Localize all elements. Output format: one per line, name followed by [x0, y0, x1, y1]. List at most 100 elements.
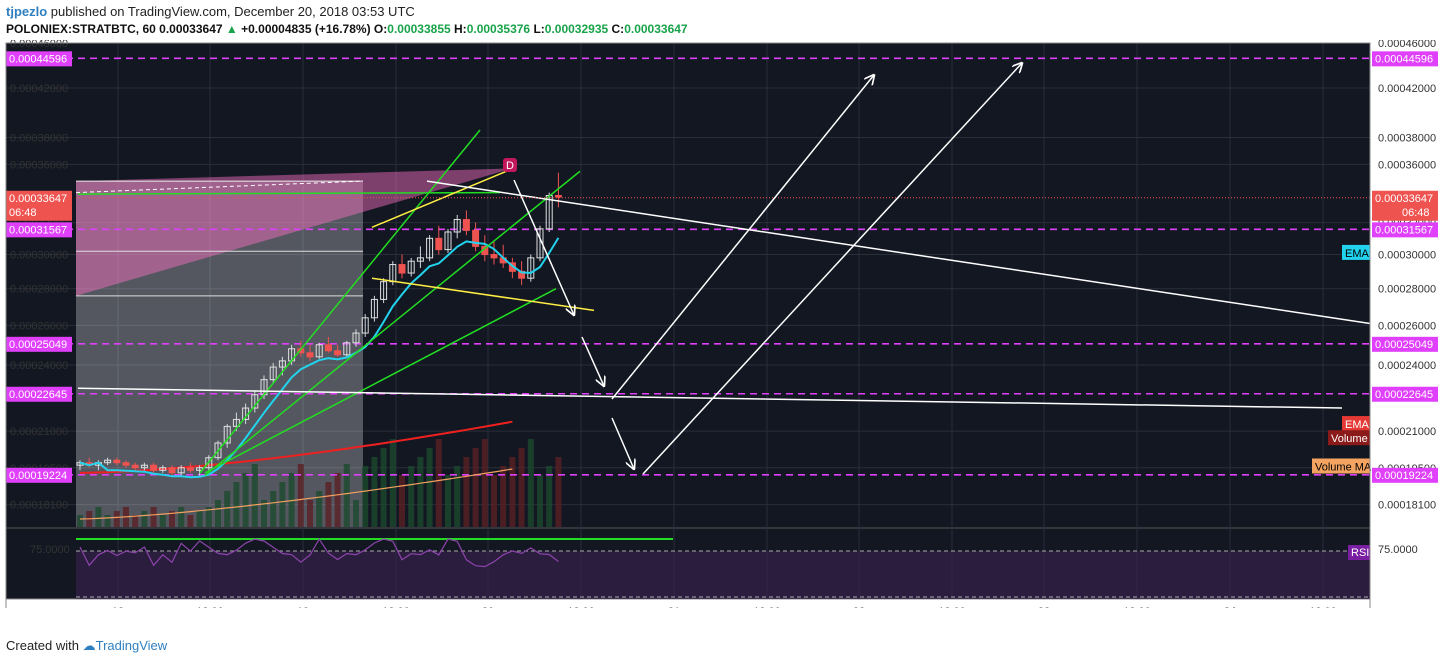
- volume-bar: [389, 439, 396, 527]
- volume-bar: [481, 439, 488, 527]
- volume-bar: [500, 466, 507, 527]
- rsi-level-left: 75.0000: [30, 544, 70, 556]
- candle-body: [435, 237, 443, 251]
- y-tick-label-left: 0.00024000: [10, 360, 68, 372]
- tradingview-brand[interactable]: TradingView: [95, 638, 168, 653]
- high-label: H:: [454, 22, 467, 36]
- volume-bar: [380, 448, 387, 527]
- volume-bar: [362, 466, 369, 527]
- current-price-tag-right: 0.00033647 06:48: [1372, 190, 1438, 221]
- level-tag-left: 0.00025049: [6, 336, 72, 352]
- candle-body: [444, 231, 452, 251]
- candle-body: [554, 195, 562, 198]
- candle: [472, 222, 480, 252]
- dividend-mark-icon: D: [503, 158, 517, 172]
- author-link[interactable]: tjpezlo: [6, 4, 48, 19]
- y-tick-label-left: 0.00036000: [10, 159, 68, 171]
- candle-body: [269, 366, 277, 381]
- y-tick-label-right: 0.00021000: [1378, 426, 1436, 438]
- x-tick-label: 24: [1224, 606, 1237, 608]
- forecast-arrow: [581, 336, 604, 386]
- open-value: 0.00033855: [387, 22, 451, 36]
- candle-body: [426, 237, 434, 259]
- y-tick-label-right: 0.00028000: [1378, 284, 1436, 296]
- candle: [398, 254, 406, 279]
- level-tag-right: 0.00044596: [1372, 51, 1438, 67]
- green-trend-line: [199, 129, 481, 474]
- candle-body: [315, 344, 323, 358]
- level-tag-left: 0.00044596: [6, 51, 72, 67]
- candle: [380, 278, 388, 304]
- mark-letter: D: [506, 160, 514, 172]
- candle: [324, 336, 332, 353]
- candle-body: [462, 219, 470, 231]
- candle: [361, 314, 369, 337]
- green-trend-line: [204, 288, 557, 474]
- volume-bar: [297, 464, 304, 527]
- publish-line: tjpezlo published on TradingView.com, De…: [6, 3, 1440, 21]
- volume-bar: [169, 511, 175, 527]
- candle-body: [361, 317, 369, 334]
- tradingview-logo-icon[interactable]: ☁: [82, 638, 96, 653]
- chart-background: [6, 43, 1370, 599]
- candle: [131, 462, 139, 471]
- volume-bar: [104, 515, 111, 527]
- rsi-line: [79, 537, 559, 568]
- volume-bar: [233, 482, 240, 527]
- volume-bar: [426, 448, 433, 527]
- x-tick-label: 12:00: [1123, 606, 1151, 608]
- volume-bar: [371, 457, 378, 527]
- candle: [444, 228, 452, 253]
- candle-body: [159, 467, 167, 471]
- forecast-arrow: [513, 179, 574, 315]
- candle-body: [278, 360, 286, 368]
- candle-body: [113, 459, 121, 464]
- level-tag-left-text: 0.00025049: [9, 339, 67, 351]
- publish-info: published on TradingView.com, December 2…: [50, 4, 415, 19]
- rsi-label-text: RSI: [1351, 547, 1369, 559]
- close-label: C:: [611, 22, 625, 36]
- x-tick-label: 12:00: [938, 606, 966, 608]
- symbol-name[interactable]: POLONIEX:STRATBTC, 60: [6, 22, 156, 36]
- level-tag-left: 0.00022645: [6, 386, 72, 402]
- candle: [306, 344, 314, 361]
- candle: [186, 462, 194, 473]
- candle: [352, 329, 360, 347]
- countdown-text: 06:48: [1402, 207, 1430, 219]
- candle: [269, 362, 277, 384]
- level-tag-left-text: 0.00031567: [9, 224, 67, 236]
- volume-bar: [178, 507, 185, 527]
- green-trend-line: [77, 191, 501, 195]
- white-downtrend-line: [426, 180, 1371, 325]
- candle-body: [214, 442, 222, 459]
- volume-bar: [537, 475, 543, 527]
- rsi-level-right: 75.0000: [1378, 544, 1418, 556]
- candle-body: [122, 462, 130, 466]
- y-tick-label-left: 0.00030000: [10, 250, 68, 262]
- level-tag-right-text: 0.00025049: [1375, 339, 1433, 351]
- volume-bar: [251, 464, 258, 527]
- candle-body: [398, 264, 406, 274]
- level-tag-right: 0.00019224: [1372, 467, 1438, 483]
- volume-bar: [95, 507, 102, 527]
- ema-fast-line: [79, 237, 560, 479]
- indicator-label-text: Volume: [1331, 433, 1368, 445]
- x-tick-label: 12:00: [1309, 606, 1337, 608]
- candle: [315, 342, 323, 359]
- rsi-label: RSI: [1348, 545, 1370, 560]
- candle-body: [334, 350, 342, 356]
- candle-body: [536, 228, 544, 259]
- candle: [416, 246, 424, 268]
- white-support-line: [77, 387, 1343, 409]
- y-tick-label-right: 0.00038000: [1378, 133, 1436, 145]
- level-tag-left-text: 0.00019224: [9, 470, 67, 482]
- price-chart[interactable]: 18 12:00 19 12:00 20 12:00 21 12:00 22 12:00 23 12:…: [0, 40, 1446, 608]
- candle-body: [168, 467, 176, 474]
- price-change: +0.00004835 (+16.78%): [241, 22, 371, 36]
- symbol-line: POLONIEX:STRATBTC, 60 0.00033647 ▲ +0.00…: [6, 21, 1440, 38]
- volume-bar: [261, 500, 267, 527]
- candle-body: [407, 260, 415, 274]
- candle: [104, 457, 112, 466]
- candle-body: [232, 418, 240, 427]
- indicator-label: Volume: [1328, 430, 1370, 446]
